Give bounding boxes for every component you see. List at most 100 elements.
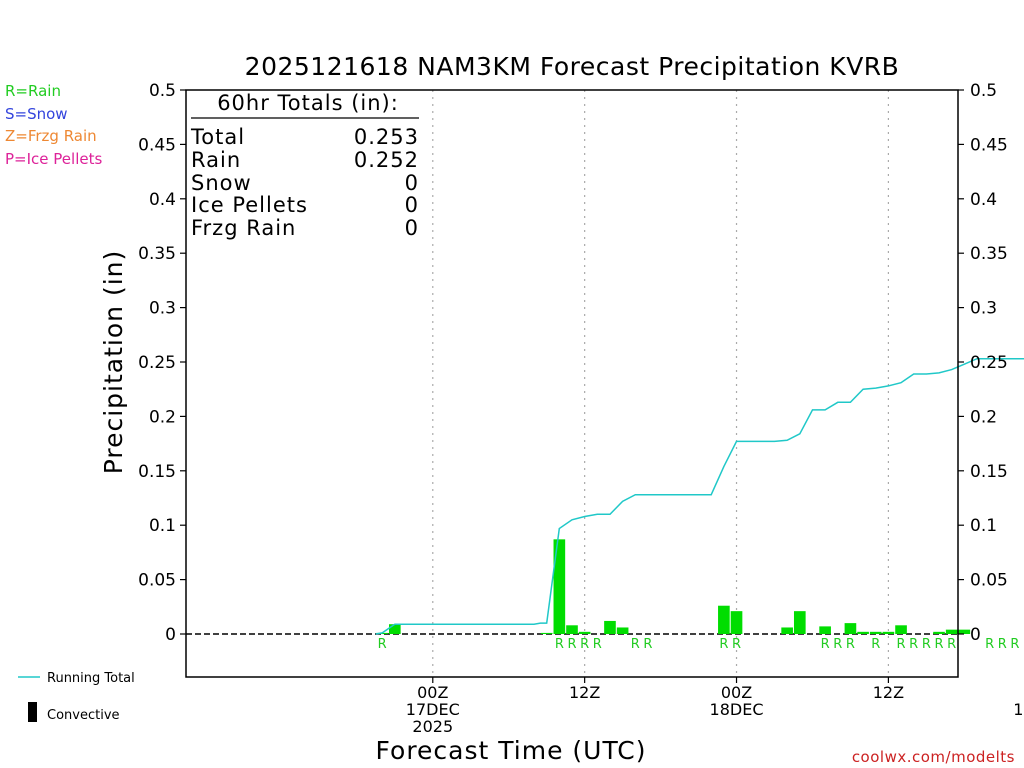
precip-bar xyxy=(730,611,743,634)
precip-bar xyxy=(844,623,857,634)
ptype-marker: R xyxy=(922,637,931,652)
y-axis-left: 0 0.05 0.1 0.15 0.2 0.25 0.3 0.35 0.4 0.45 0.5 xyxy=(138,81,186,645)
ptype-marker: R xyxy=(909,637,918,652)
x-tick-label: 19DEC xyxy=(1013,700,1024,719)
precip-bars xyxy=(376,539,971,634)
ptype-marker: R xyxy=(998,637,1007,652)
y-tick-label-right: 0.3 xyxy=(970,299,997,319)
ptype-marker: R xyxy=(732,637,741,652)
totals-snow-label: Snow xyxy=(191,171,252,195)
ptype-marker: R xyxy=(593,637,602,652)
totals-frzg-rain-label: Frzg Rain xyxy=(191,216,296,240)
x-tick-label: 17DEC xyxy=(406,700,460,719)
precip-bar xyxy=(616,627,629,634)
ptype-marker: R xyxy=(985,637,994,652)
y-tick-label-left: 0.3 xyxy=(149,299,176,319)
x-axis: 00Z17DEC202512Z00Z18DEC12Z00Z19DEC xyxy=(406,677,1024,736)
precip-bar xyxy=(540,632,553,634)
y-tick-label-right: 0.45 xyxy=(970,135,1008,155)
convective-legend-label: Convective xyxy=(47,708,120,723)
ptype-marker: R xyxy=(947,637,956,652)
ptype-marker: R xyxy=(555,637,564,652)
precip-bar xyxy=(578,631,591,634)
y-tick-label-right: 0.15 xyxy=(970,462,1008,482)
precip-bar xyxy=(553,539,566,634)
y-tick-label-right: 0.05 xyxy=(970,571,1008,591)
y-tick-label-right: 0.5 xyxy=(970,81,997,101)
y-axis-label: Precipitation (in) xyxy=(99,250,128,475)
y-tick-label-left: 0.15 xyxy=(138,462,176,482)
totals-rain-value: 0.252 xyxy=(354,148,419,172)
ptype-marker: R xyxy=(378,637,387,652)
ptype-marker: R xyxy=(871,637,880,652)
y-tick-label-right: 0.1 xyxy=(970,516,997,536)
legend-snow: S=Snow xyxy=(5,105,68,123)
precip-bar xyxy=(869,631,882,634)
precip-bar xyxy=(604,620,616,634)
ptype-marker: R xyxy=(897,637,906,652)
y-tick-label-right: 0.25 xyxy=(970,353,1008,373)
totals-total-label: Total xyxy=(190,125,245,149)
totals-snow-value: 0 xyxy=(405,171,419,195)
ptype-marker: R xyxy=(580,637,589,652)
precip-bar xyxy=(718,605,730,634)
precip-bar xyxy=(945,629,958,634)
running-total-line xyxy=(375,357,1024,635)
y-tick-label-right: 0 xyxy=(970,625,981,645)
ptype-marker: R xyxy=(567,637,576,652)
precip-bar xyxy=(895,625,907,634)
credit-text: coolwx.com/modelts xyxy=(852,748,1015,766)
x-tick-label: 00Z xyxy=(721,683,752,702)
chart-title: 2025121618 NAM3KM Forecast Precipitation… xyxy=(245,52,900,81)
y-tick-label-left: 0.05 xyxy=(138,571,176,591)
precip-bar xyxy=(857,631,869,634)
series-legend: Running Total Convective xyxy=(18,671,135,723)
y-tick-label-left: 0.45 xyxy=(138,135,176,155)
precip-bar xyxy=(793,611,806,634)
gridlines xyxy=(432,90,889,677)
ptype-marker: R xyxy=(631,637,640,652)
ptype-marker: R xyxy=(821,637,830,652)
totals-box: 60hr Totals (in): Total 0.253 Rain 0.252… xyxy=(190,91,419,240)
precip-bar xyxy=(781,627,793,634)
precip-bar xyxy=(566,625,578,634)
precip-bar xyxy=(388,624,401,634)
ptype-legend: R=Rain S=Snow Z=Frzg Rain P=Ice Pellets xyxy=(5,82,102,168)
y-tick-label-right: 0.2 xyxy=(970,407,997,427)
precip-bar xyxy=(958,629,971,634)
x-axis-label: Forecast Time (UTC) xyxy=(376,736,647,765)
x-tick-label: 12Z xyxy=(873,683,904,702)
ptype-marker: R xyxy=(846,637,855,652)
ptype-marker: R xyxy=(643,637,652,652)
precip-bar xyxy=(933,631,945,634)
y-tick-label-left: 0 xyxy=(165,625,176,645)
x-tick-label: 2025 xyxy=(412,717,453,736)
y-tick-label-left: 0.35 xyxy=(138,244,176,264)
y-tick-label-right: 0.4 xyxy=(970,190,997,210)
totals-rain-label: Rain xyxy=(191,148,241,172)
x-tick-label: 00Z xyxy=(417,683,448,702)
ptype-marker: R xyxy=(934,637,943,652)
y-tick-label-right: 0.35 xyxy=(970,244,1008,264)
ptype-marker: R xyxy=(719,637,728,652)
convective-legend-swatch xyxy=(28,702,37,722)
totals-total-value: 0.253 xyxy=(354,125,419,149)
ptype-marker: R xyxy=(833,637,842,652)
totals-frzg-rain-value: 0 xyxy=(405,216,419,240)
legend-frzg-rain: Z=Frzg Rain xyxy=(5,127,97,145)
x-tick-label: 18DEC xyxy=(710,700,764,719)
y-axis-right: 0 0.05 0.1 0.15 0.2 0.25 0.3 0.35 0.4 0.45 0.5 xyxy=(958,81,1008,645)
precip-bar xyxy=(819,626,831,634)
y-tick-label-left: 0.4 xyxy=(149,190,176,210)
y-tick-label-left: 0.1 xyxy=(149,516,176,536)
legend-rain: R=Rain xyxy=(5,82,61,100)
totals-ice-pellets-label: Ice Pellets xyxy=(191,193,308,217)
y-tick-label-left: 0.25 xyxy=(138,353,176,373)
y-tick-label-left: 0.2 xyxy=(149,407,176,427)
totals-ice-pellets-value: 0 xyxy=(405,193,419,217)
precip-bar xyxy=(882,631,895,634)
x-tick-label: 12Z xyxy=(569,683,600,702)
ptype-marker: R xyxy=(1010,637,1019,652)
